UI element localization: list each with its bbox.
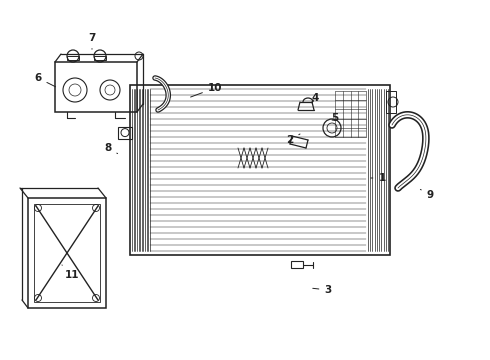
Bar xyxy=(118,127,132,139)
Text: 11: 11 xyxy=(62,265,79,280)
Text: 6: 6 xyxy=(34,73,55,87)
Text: 3: 3 xyxy=(313,285,332,295)
Bar xyxy=(34,204,100,302)
Text: 5: 5 xyxy=(331,113,339,123)
Bar xyxy=(130,85,390,255)
Bar xyxy=(67,56,79,60)
Bar xyxy=(291,261,303,268)
Bar xyxy=(94,56,106,60)
Text: 9: 9 xyxy=(420,189,434,200)
Bar xyxy=(28,198,106,308)
Text: 1: 1 xyxy=(371,173,386,183)
Text: 7: 7 xyxy=(88,33,96,49)
Bar xyxy=(55,62,137,112)
Text: 8: 8 xyxy=(104,143,118,154)
Text: 4: 4 xyxy=(311,93,318,103)
Text: 10: 10 xyxy=(191,83,222,97)
Bar xyxy=(386,91,396,113)
Text: 2: 2 xyxy=(286,134,300,145)
